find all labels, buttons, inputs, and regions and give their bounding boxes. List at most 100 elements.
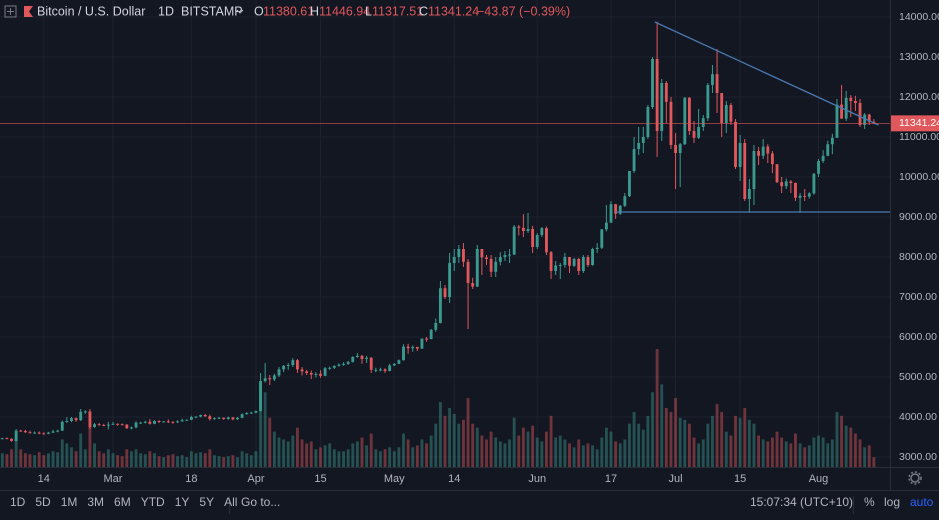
candle-body [406, 346, 410, 349]
candle-body [789, 181, 793, 183]
volume-bar [434, 423, 438, 467]
candle-body [849, 97, 853, 101]
interval[interactable]: 1D [158, 4, 174, 18]
candle-body [332, 365, 336, 368]
candle-body [794, 183, 797, 198]
candle-body [328, 367, 332, 369]
volume-bar [729, 435, 733, 467]
candle-body [512, 226, 516, 255]
candle-body [711, 74, 714, 85]
volume-bar [830, 439, 834, 467]
volume-bar [102, 453, 106, 467]
x-tick-label: 15 [314, 473, 326, 485]
candle-body [457, 249, 461, 257]
volume-bar [669, 411, 673, 467]
volume-bar [563, 439, 567, 467]
volume-bar [715, 404, 719, 467]
candle-body [143, 421, 147, 423]
volume-bar [129, 451, 133, 467]
candle-body [549, 252, 553, 271]
candle-body [157, 421, 161, 422]
volume-bar [240, 451, 244, 467]
y-tick-label: 9000.00 [899, 211, 937, 223]
candle-body [807, 193, 811, 197]
candle-body [826, 144, 830, 156]
candle-body [213, 418, 216, 420]
y-tick-label: 8000.00 [899, 251, 937, 263]
collapse-icon[interactable] [4, 5, 17, 18]
candle-body [840, 104, 844, 119]
ohlc-label: H [310, 4, 319, 18]
candle-body [664, 83, 668, 102]
volume-bar [531, 425, 535, 467]
volume-bar [517, 435, 521, 467]
x-tick-label: 18 [185, 473, 197, 485]
volume-bar [323, 445, 327, 467]
auto-toggle[interactable]: auto [910, 495, 934, 509]
volume-bar [346, 449, 350, 467]
volume-bar [5, 454, 9, 467]
volume-bar [148, 451, 152, 467]
high-value: 11446.94 [319, 4, 370, 18]
candle-body [798, 195, 802, 198]
volume-bar [872, 457, 876, 467]
volume-bar [10, 449, 13, 467]
candle-body [720, 93, 724, 123]
range-button[interactable]: 1D [10, 495, 26, 509]
percent-toggle[interactable]: % [864, 495, 875, 509]
volume-bar [222, 457, 226, 467]
range-button[interactable]: YTD [141, 495, 165, 509]
log-toggle[interactable]: log [884, 495, 900, 509]
candle-body [646, 107, 650, 137]
volume-bar [411, 447, 415, 467]
candle-body [342, 363, 345, 365]
settings-gear[interactable] [910, 473, 920, 483]
candle-body [475, 249, 479, 287]
volume-bar [457, 423, 461, 467]
candle-body [254, 411, 258, 413]
symbol[interactable]: Bitcoin / U.S. Dollar [37, 4, 145, 18]
volume-bar [462, 419, 465, 467]
candle-body [134, 422, 138, 428]
y-tick-label: 3000.00 [899, 451, 937, 463]
candle-body [296, 360, 299, 370]
candle-body [420, 338, 424, 349]
volume-bar [74, 451, 78, 467]
volume-bar [867, 445, 871, 467]
candle-body [600, 229, 604, 248]
candle-body [93, 424, 96, 427]
range-button[interactable]: 1M [61, 495, 78, 509]
candle-body [443, 288, 447, 297]
candle-body [33, 432, 37, 434]
y-tick-label: 12000.00 [899, 91, 939, 103]
volume-bar [863, 447, 867, 467]
range-button[interactable]: 5Y [199, 495, 214, 509]
range-button[interactable]: 1Y [175, 495, 190, 509]
x-tick-label: Mar [104, 473, 123, 485]
volume-bar [840, 415, 844, 467]
dropdown-chevron[interactable] [236, 9, 244, 14]
goto-button[interactable]: Go to... [241, 495, 280, 509]
volume-bar [761, 439, 765, 467]
candle-body [97, 424, 101, 426]
volume-bar [604, 427, 608, 467]
range-button[interactable]: All [224, 495, 237, 509]
volume-bar [70, 447, 73, 467]
candle-body [715, 74, 719, 93]
volume-bar [641, 429, 645, 467]
candle-body [766, 146, 770, 154]
range-button[interactable]: 3M [87, 495, 104, 509]
ohlc-label: C [419, 4, 428, 18]
exchange[interactable]: BITSTAMP [181, 4, 243, 18]
volume-bar [360, 437, 364, 467]
volume-bar [577, 439, 581, 467]
range-button[interactable]: 6M [114, 495, 131, 509]
volume-bar [674, 398, 677, 467]
volume-bar [697, 443, 701, 467]
close-value: 11341.24 [428, 4, 479, 18]
candle-body [485, 257, 488, 259]
candle-body [466, 261, 470, 283]
candle-body [757, 151, 761, 156]
range-button[interactable]: 5D [35, 495, 51, 509]
volume-bar [724, 431, 728, 467]
